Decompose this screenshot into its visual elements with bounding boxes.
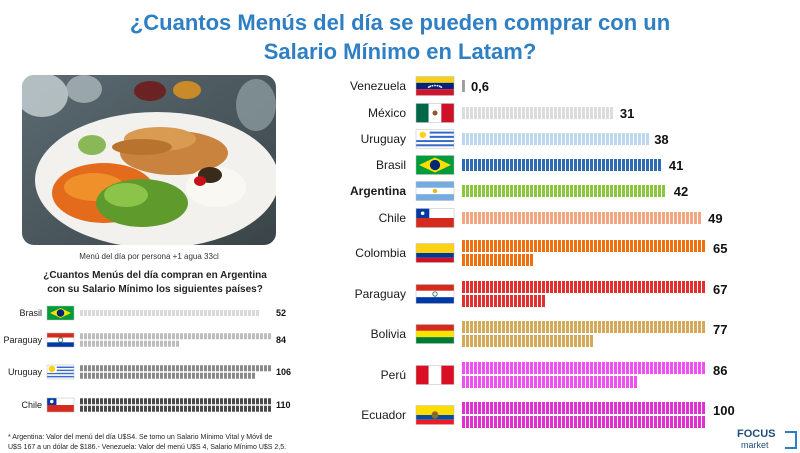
country-label-peru: Perú bbox=[381, 368, 406, 382]
flag-uruguay-icon bbox=[415, 129, 455, 149]
footnote-line-2: U$S 167 a un dólar de $186.- Venezuela: … bbox=[8, 444, 287, 451]
flag-paraguay-icon bbox=[46, 332, 75, 348]
left-chart-title-line-1: ¿Cuantos Menús del día compran en Argent… bbox=[43, 270, 267, 281]
country-label-mexico: México bbox=[368, 106, 406, 120]
logo-bracket-icon bbox=[785, 431, 797, 449]
country-label-venezuela: Venezuela bbox=[350, 79, 406, 93]
page-title: ¿Cuantos Menús del día se pueden comprar… bbox=[0, 8, 800, 66]
flag-uruguay-icon bbox=[46, 364, 75, 380]
value-label-paraguay: 67 bbox=[713, 282, 727, 297]
value-label-brasil: 41 bbox=[669, 158, 683, 173]
food-photo-icon bbox=[22, 75, 276, 245]
left-value-label-chile: 110 bbox=[276, 400, 291, 410]
bar-mexico bbox=[462, 107, 613, 119]
left-chart-title: ¿Cuantos Menús del día compran en Argent… bbox=[20, 269, 290, 297]
left-value-label-uruguay: 106 bbox=[276, 367, 291, 377]
bar-uruguay bbox=[462, 133, 649, 145]
left-bar-chile bbox=[80, 398, 271, 412]
country-label-uruguay: Uruguay bbox=[361, 132, 406, 146]
left-country-label-chile: Chile bbox=[21, 400, 42, 410]
country-label-paraguay: Paraguay bbox=[355, 287, 406, 301]
country-label-ecuador: Ecuador bbox=[361, 408, 406, 422]
footnote: * Argentina: Valor del menú del día U$S4… bbox=[8, 433, 328, 453]
left-value-label-brasil: 52 bbox=[276, 308, 286, 318]
left-country-label-brasil: Brasil bbox=[19, 308, 42, 318]
country-label-brasil: Brasil bbox=[376, 158, 406, 172]
bar-colombia bbox=[462, 240, 705, 266]
country-label-chile: Chile bbox=[379, 211, 407, 225]
flag-paraguay-icon bbox=[415, 284, 455, 304]
flag-bolivia-icon bbox=[415, 324, 455, 344]
country-label-bolivia: Bolivia bbox=[371, 327, 407, 341]
logo-word-1: FOCUS bbox=[737, 428, 776, 440]
bar-brasil bbox=[462, 159, 661, 171]
flag-colombia-icon bbox=[415, 243, 455, 263]
flag-argentina-icon bbox=[415, 181, 455, 201]
value-label-colombia: 65 bbox=[713, 241, 727, 256]
photo-caption: Menú del día por persona +1 agua 33cl bbox=[79, 252, 219, 261]
flag-venezuela-icon bbox=[415, 76, 455, 96]
value-label-bolivia: 77 bbox=[713, 322, 727, 337]
left-bar-brasil bbox=[80, 310, 259, 316]
value-label-venezuela: 0,6 bbox=[471, 79, 489, 94]
value-label-uruguay: 38 bbox=[654, 132, 668, 147]
country-label-colombia: Colombia bbox=[355, 246, 406, 260]
country-label-argentina: Argentina bbox=[350, 184, 406, 198]
footnote-line-1: * Argentina: Valor del menú del día U$S4… bbox=[8, 434, 273, 441]
bar-peru bbox=[462, 362, 705, 388]
flag-mexico-icon bbox=[415, 103, 455, 123]
value-label-ecuador: 100 bbox=[713, 403, 735, 418]
bar-paraguay bbox=[462, 281, 705, 307]
left-value-label-paraguay: 84 bbox=[276, 335, 286, 345]
flag-ecuador-icon bbox=[415, 405, 455, 425]
value-label-chile: 49 bbox=[708, 211, 722, 226]
flag-peru-icon bbox=[415, 365, 455, 385]
flag-brasil-icon bbox=[415, 155, 455, 175]
bar-chile bbox=[462, 212, 701, 224]
bar-bolivia bbox=[462, 321, 705, 347]
bar-venezuela bbox=[462, 80, 465, 92]
value-label-mexico: 31 bbox=[620, 106, 634, 121]
left-country-label-uruguay: Uruguay bbox=[8, 367, 43, 377]
title-line-1: ¿Cuantos Menús del día se pueden comprar… bbox=[129, 10, 671, 35]
left-bar-uruguay bbox=[80, 365, 271, 379]
focus-market-logo: FOCUS market bbox=[737, 428, 797, 452]
flag-chile-icon bbox=[46, 397, 75, 413]
left-country-label-paraguay: Paraguay bbox=[3, 335, 42, 345]
bar-ecuador bbox=[462, 402, 705, 428]
flag-brasil-icon bbox=[46, 305, 75, 321]
flag-chile-icon bbox=[415, 208, 455, 228]
logo-word-2: market bbox=[741, 440, 769, 450]
bar-argentina bbox=[462, 185, 665, 197]
value-label-peru: 86 bbox=[713, 363, 727, 378]
value-label-argentina: 42 bbox=[674, 184, 688, 199]
title-line-2: Salario Mínimo en Latam? bbox=[263, 39, 537, 64]
left-bar-paraguay bbox=[80, 333, 271, 347]
left-chart-title-line-2: con su Salario Mínimo los siguientes paí… bbox=[47, 284, 263, 295]
